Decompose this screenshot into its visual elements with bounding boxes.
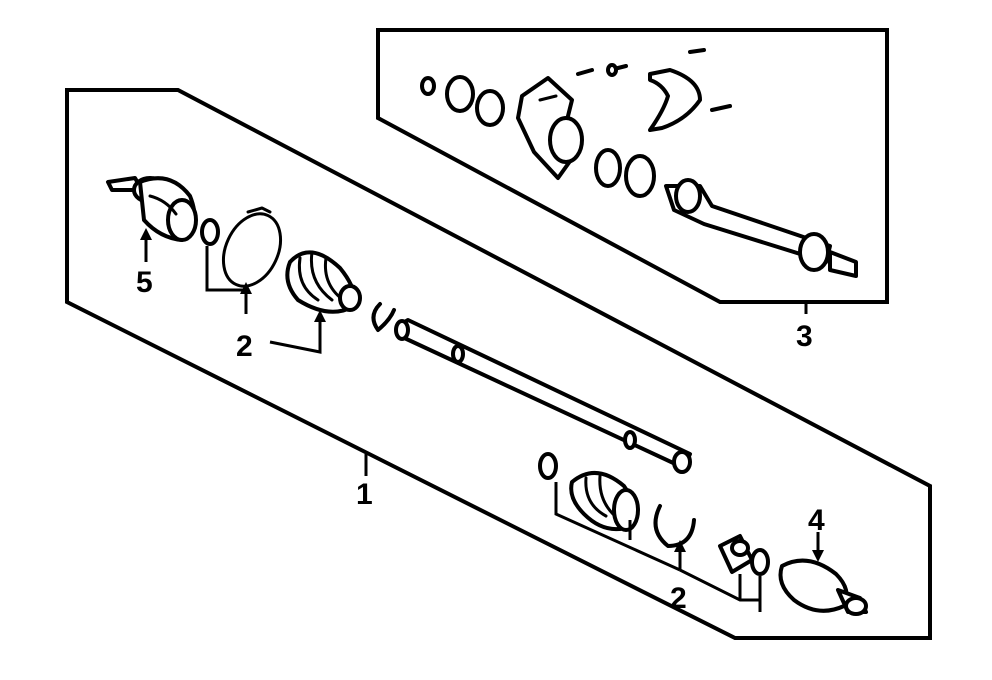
outboard-cv-joint bbox=[106, 176, 198, 242]
leader-lines bbox=[140, 228, 824, 612]
inboard-snap-ring bbox=[538, 452, 558, 480]
inboard-boot bbox=[569, 471, 640, 532]
intermediate-shaft bbox=[664, 178, 858, 278]
callout-2-lower: 2 bbox=[670, 582, 687, 615]
bearing-support-bracket bbox=[516, 76, 584, 180]
callout-4: 4 bbox=[808, 504, 825, 537]
callout-1: 1 bbox=[356, 478, 373, 511]
outboard-boot bbox=[285, 250, 362, 314]
bolts bbox=[576, 48, 732, 112]
callout-3: 3 bbox=[796, 320, 813, 353]
inner-snap-ring bbox=[371, 302, 396, 332]
inset-bearings bbox=[594, 148, 656, 198]
heat-shield bbox=[648, 68, 702, 132]
inset-seals bbox=[420, 75, 505, 127]
inboard-joint-housing bbox=[778, 558, 868, 616]
half-shaft bbox=[394, 318, 692, 474]
tripod-joint bbox=[718, 534, 754, 574]
outboard-boot-band bbox=[221, 206, 283, 288]
axle-assembly-frame bbox=[65, 88, 932, 640]
inboard-boot-band bbox=[653, 504, 696, 548]
inboard-clamp-ring bbox=[750, 548, 770, 576]
outboard-clamp-ring bbox=[200, 218, 220, 246]
callout-5: 5 bbox=[136, 266, 153, 299]
intermediate-shaft-frame bbox=[376, 28, 889, 304]
callout-2-upper: 2 bbox=[236, 330, 253, 363]
